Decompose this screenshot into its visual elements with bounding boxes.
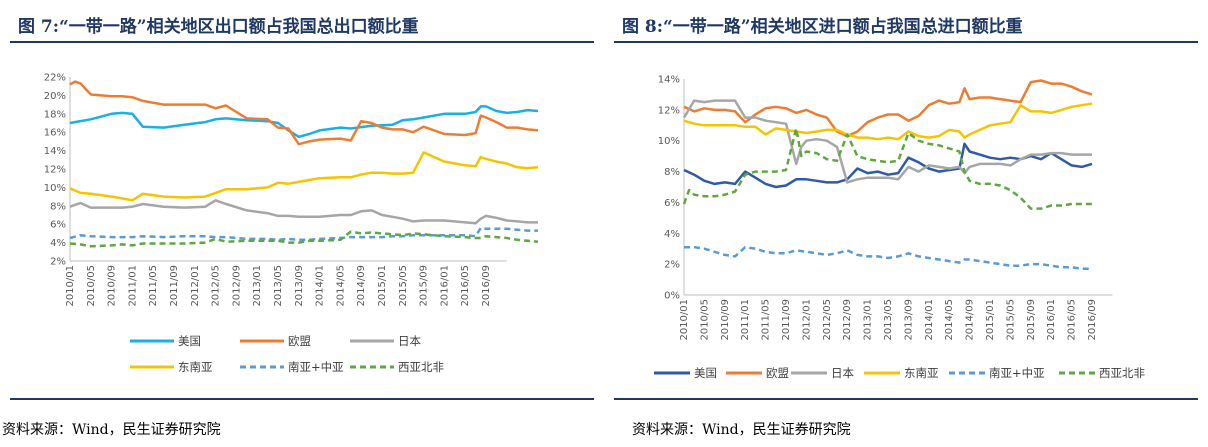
x-tick-label: 2015/09 (1026, 299, 1037, 341)
x-tick-label: 2014/05 (335, 265, 346, 307)
y-tick-label: 20% (44, 91, 66, 102)
y-tick-label: 14% (44, 146, 66, 157)
y-tick-label: 6% (50, 220, 66, 231)
legend-label: 日本 (831, 366, 854, 380)
x-tick-label: 2011/09 (781, 299, 792, 341)
x-tick-label: 2016/01 (439, 265, 450, 307)
series-line-5 (684, 245, 1092, 271)
x-tick-label: 2015/01 (377, 265, 388, 307)
x-tick-label: 2010/05 (699, 299, 710, 341)
title-divider (10, 41, 594, 43)
source-note: 资料来源：Wind，民生证券研究院 (632, 422, 851, 438)
x-tick-label: 2011/09 (169, 265, 180, 307)
y-tick-label: 14% (658, 75, 680, 86)
x-tick-label: 2012/05 (822, 299, 833, 341)
series-line-2 (69, 80, 539, 146)
y-tick-label: 10% (44, 183, 66, 194)
series-line-6 (682, 127, 1092, 210)
x-tick-label: 2014/01 (315, 265, 326, 307)
series-line-4 (69, 151, 539, 202)
series-line-5 (69, 226, 538, 242)
x-tick-label: 2012/09 (842, 299, 853, 341)
x-tick-label: 2015/05 (398, 265, 409, 307)
y-tick-label: 0% (664, 291, 680, 302)
x-tick-label: 2016/09 (1087, 299, 1098, 341)
x-tick-label: 2012/01 (190, 265, 201, 307)
figure-7-panel: 图 7:“一带一路”相关地区出口额占我国总出口额比重 2% 4% 6% 8% 10% 12… (2, 17, 594, 438)
series-line-1 (683, 142, 1093, 189)
y-tick-label: 12% (44, 165, 66, 176)
x-tick-label: 2014/05 (944, 299, 955, 341)
series-line-1 (69, 105, 539, 139)
legend-label: 美国 (178, 334, 201, 348)
x-tick-label: 2011/01 (740, 299, 751, 341)
legend-label: 南亚+中亚 (989, 366, 1045, 380)
x-tick-label: 2015/05 (1005, 299, 1016, 341)
y-tick-label: 2% (50, 257, 66, 268)
x-tick-label: 2011/05 (148, 265, 159, 307)
legend-label: 西亚北非 (1099, 366, 1145, 380)
x-tick-label: 2012/09 (231, 265, 242, 307)
x-tick-label: 2013/09 (903, 299, 914, 341)
x-tick-label: 2013/05 (273, 265, 284, 307)
x-tick-label: 2010/05 (86, 265, 97, 307)
legend-label: 西亚北非 (398, 360, 444, 374)
x-tick-label: 2011/01 (127, 265, 138, 307)
x-tick-label: 2016/05 (1067, 299, 1078, 341)
y-tick-label: 4% (50, 238, 66, 249)
x-tick-label: 2013/09 (294, 265, 305, 307)
x-tick-label: 2012/05 (211, 265, 222, 307)
series-line-6 (69, 230, 539, 248)
series-line-3 (69, 199, 538, 225)
x-tick-label: 2013/05 (883, 299, 894, 341)
x-tick-label: 2016/09 (481, 265, 492, 307)
legend-label: 日本 (398, 334, 421, 348)
export-share-chart: 2% 4% 6% 8% 10% 12% 14% 16% 18% 20% 22% 2010/01 201… (44, 73, 539, 374)
series-line-2 (683, 79, 1093, 138)
legend-label: 东南亚 (904, 366, 939, 380)
bottom-divider (614, 398, 1198, 400)
figure-8-title: 图 8:“一带一路”相关地区进口额占我国总进口额比重 (622, 17, 1023, 37)
import-share-chart: 0% 2% 4% 6% 8% 10% 12% 14% 2010/01 2010/05 2010/0… (654, 75, 1145, 380)
y-tick-label: 8% (664, 167, 680, 178)
x-tick-label: 2012/01 (801, 299, 812, 341)
y-tick-label: 12% (658, 105, 680, 116)
legend-label: 东南亚 (178, 360, 213, 374)
bottom-divider (10, 398, 594, 400)
y-tick-label: 22% (44, 73, 66, 84)
figure-7-title: 图 7:“一带一路”相关地区出口额占我国总出口额比重 (18, 17, 419, 37)
y-tick-label: 6% (664, 198, 680, 209)
y-tick-label: 2% (664, 260, 680, 271)
x-tick-label: 2015/09 (419, 265, 430, 307)
legend-label: 欧盟 (288, 334, 311, 348)
x-tick-label: 2014/01 (924, 299, 935, 341)
x-tick-label: 2013/01 (863, 299, 874, 341)
x-tick-label: 2016/05 (460, 265, 471, 307)
x-tick-label: 2010/09 (107, 265, 118, 307)
x-tick-label: 2013/01 (252, 265, 263, 307)
x-tick-label: 2015/01 (985, 299, 996, 341)
x-tick-label: 2014/09 (965, 299, 976, 341)
y-tick-label: 16% (44, 128, 66, 139)
y-tick-label: 8% (50, 201, 66, 212)
figure-8-panel: 图 8:“一带一路”相关地区进口额占我国总进口额比重 0% 2% 4% 6% 8% 10%… (604, 0, 1208, 447)
x-tick-label: 2016/01 (1046, 299, 1057, 341)
series-line-4 (683, 102, 1093, 141)
y-tick-label: 4% (664, 229, 680, 240)
x-tick-label: 2010/09 (720, 299, 731, 341)
title-divider (614, 41, 1198, 43)
legend-label: 美国 (694, 366, 717, 380)
y-tick-label: 10% (658, 136, 680, 147)
series-line-3 (682, 99, 1092, 184)
x-tick-label: 2014/09 (356, 265, 367, 307)
source-note: 资料来源：Wind，民生证券研究院 (2, 422, 221, 438)
x-tick-label: 2011/05 (761, 299, 772, 341)
legend-label: 欧盟 (766, 366, 789, 380)
x-tick-label: 2010/01 (679, 299, 690, 341)
y-tick-label: 18% (44, 109, 66, 120)
x-tick-label: 2010/01 (65, 265, 76, 307)
legend-label: 南亚+中亚 (288, 360, 344, 374)
